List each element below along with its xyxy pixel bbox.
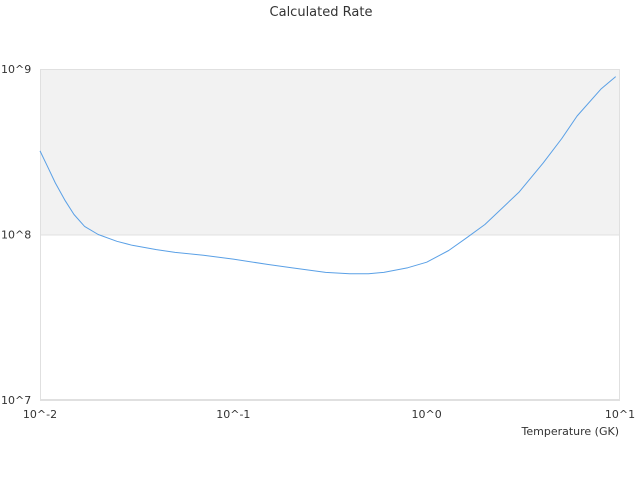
x-tick-label: 10^-1 (216, 408, 250, 421)
x-axis-label: Temperature (GK) (521, 425, 620, 438)
y-axis: 10^7 10^8 10^9 (1, 63, 620, 407)
x-axis: 10^-2 10^-1 10^0 10^1 (23, 408, 635, 421)
y-tick-label: 10^9 (1, 63, 31, 76)
x-tick-label: 10^-2 (23, 408, 57, 421)
x-tick-label: 10^0 (412, 408, 442, 421)
shaded-band (40, 69, 620, 235)
y-tick-label: 10^8 (1, 229, 31, 242)
y-tick-label: 10^7 (1, 394, 31, 407)
series-line (39, 76, 617, 275)
chart-title: Calculated Rate (270, 5, 373, 20)
x-tick-label: 10^1 (605, 408, 635, 421)
